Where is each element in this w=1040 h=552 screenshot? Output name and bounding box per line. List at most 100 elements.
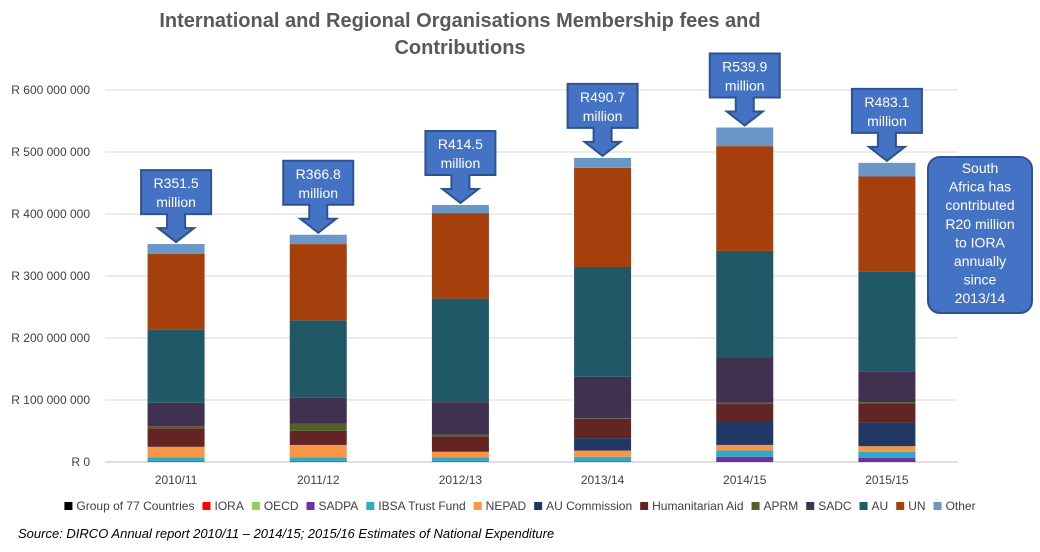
callout-shape bbox=[566, 82, 639, 158]
note-line: R20 million bbox=[945, 216, 1014, 232]
bar-segment bbox=[574, 456, 632, 462]
callout-shape bbox=[282, 159, 355, 235]
bar-segment bbox=[147, 402, 205, 427]
bar-segment bbox=[716, 146, 774, 251]
x-axis-ticks: 2010/11 2011/12 2012/13 2013/14 2014/15 2015/… bbox=[155, 473, 909, 487]
bar-segment bbox=[574, 157, 632, 168]
legend-swatch bbox=[896, 502, 905, 510]
bar-segment bbox=[574, 267, 632, 377]
bar-segment bbox=[858, 371, 916, 403]
legend-swatch bbox=[933, 502, 942, 510]
legend-swatch bbox=[751, 502, 760, 510]
bar-segment bbox=[289, 397, 347, 424]
bar-segment bbox=[716, 250, 774, 358]
note-box-shape bbox=[927, 156, 1033, 314]
callout-label: million bbox=[583, 108, 623, 124]
bar-segment bbox=[147, 457, 205, 462]
legend-label: Humanitarian Aid bbox=[652, 499, 743, 513]
legend-label: AU bbox=[872, 499, 889, 513]
legend-label: UN bbox=[908, 499, 925, 513]
callout-shape bbox=[708, 52, 781, 127]
bar-segment bbox=[716, 444, 774, 451]
bar-segment bbox=[716, 456, 774, 462]
bar-segment bbox=[147, 446, 205, 458]
bar-segment bbox=[858, 271, 916, 372]
bar-segment bbox=[431, 402, 489, 435]
bar-segment bbox=[431, 451, 489, 458]
callout-label: R414.5 bbox=[438, 136, 483, 152]
y-tick-label: R 500 000 000 bbox=[11, 145, 90, 159]
bar-segment bbox=[431, 298, 489, 403]
legend-swatch bbox=[640, 502, 649, 510]
gridlines bbox=[105, 89, 958, 463]
callout-label: R539.9 bbox=[722, 59, 767, 75]
legend-swatch bbox=[64, 502, 73, 510]
legend-label: IORA bbox=[214, 499, 243, 513]
y-tick-label: R 0 bbox=[71, 455, 90, 469]
bar-segment bbox=[858, 422, 916, 447]
bar-segment bbox=[858, 403, 916, 423]
bar-segment bbox=[858, 402, 916, 404]
legend-label: SADC bbox=[818, 499, 852, 513]
callouts: R351.5 million R366.8 million R414.5 million R… bbox=[140, 52, 923, 244]
source-note: Source: DIRCO Annual report 2010/11 – 20… bbox=[18, 526, 554, 541]
legend-swatch bbox=[473, 502, 482, 510]
bar-segment bbox=[431, 436, 489, 452]
bar-segment bbox=[858, 176, 916, 272]
bar-segment bbox=[431, 457, 489, 462]
y-axis-ticks: R 0 R 100 000 000 R 200 000 000 R 300 000 0… bbox=[11, 83, 90, 469]
bar-segment bbox=[431, 213, 489, 299]
legend-swatch bbox=[306, 502, 315, 510]
x-tick-label: 2012/13 bbox=[439, 473, 483, 487]
bar-segment bbox=[147, 329, 205, 403]
bar-segment bbox=[147, 244, 205, 254]
legend-swatch bbox=[202, 502, 211, 510]
note-box: South Africa has contributed R20 million to … bbox=[927, 156, 1033, 314]
bar-segment bbox=[431, 205, 489, 214]
x-tick-label: 2015/15 bbox=[865, 473, 909, 487]
callout-label: million bbox=[156, 194, 196, 210]
bar-segment bbox=[716, 404, 774, 423]
bar-segment bbox=[574, 418, 632, 419]
bar-segment bbox=[289, 244, 347, 321]
bar-segment bbox=[858, 451, 916, 458]
y-tick-label: R 200 000 000 bbox=[11, 331, 90, 345]
note-line: South bbox=[962, 160, 999, 176]
bar-segment bbox=[289, 457, 347, 462]
x-tick-label: 2011/12 bbox=[297, 473, 340, 487]
x-tick-label: 2010/11 bbox=[155, 473, 198, 487]
callout-label: million bbox=[441, 155, 481, 171]
legend-label: SADPA bbox=[319, 499, 359, 513]
chart-title-line-1: International and Regional Organisations… bbox=[159, 10, 760, 32]
legend-swatch bbox=[859, 502, 868, 510]
bar-segment bbox=[574, 376, 632, 419]
y-tick-label: R 400 000 000 bbox=[11, 207, 90, 221]
legend-label: IBSA Trust Fund bbox=[378, 499, 465, 513]
note-line: annually bbox=[954, 253, 1006, 269]
legend-swatch bbox=[534, 502, 543, 510]
legend-label: Other bbox=[946, 499, 976, 513]
bar-segment bbox=[431, 434, 489, 437]
bar-segment bbox=[858, 446, 916, 452]
legend-label: NEPAD bbox=[486, 499, 527, 513]
bar-segment bbox=[574, 418, 632, 439]
chart-title-line-2: Contributions bbox=[394, 37, 525, 59]
legend: Group of 77 Countries IORA OECD SADPA IBSA T… bbox=[64, 499, 976, 513]
note-line: 2013/14 bbox=[955, 290, 1006, 306]
bar-segment bbox=[574, 450, 632, 457]
bars bbox=[147, 127, 916, 462]
legend-label: Group of 77 Countries bbox=[76, 499, 194, 513]
note-line: contributed bbox=[945, 197, 1014, 213]
callout-label: R490.7 bbox=[580, 89, 625, 105]
bar-segment bbox=[716, 402, 774, 405]
callout-label: million bbox=[725, 78, 765, 94]
legend-label: APRM bbox=[764, 499, 799, 513]
y-tick-label: R 300 000 000 bbox=[11, 269, 90, 283]
callout-label: R351.5 bbox=[154, 175, 199, 191]
legend-swatch bbox=[251, 502, 260, 510]
bar-segment bbox=[147, 428, 205, 447]
x-tick-label: 2013/14 bbox=[581, 473, 625, 487]
y-tick-label: R 100 000 000 bbox=[11, 393, 90, 407]
